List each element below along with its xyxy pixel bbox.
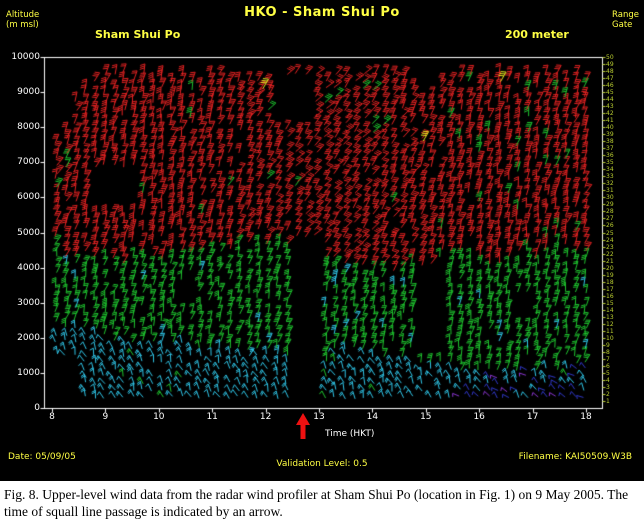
axis-tick-label: 8 xyxy=(606,348,610,356)
axis-tick-label: 41 xyxy=(606,117,614,125)
wind-barb-canvas xyxy=(0,0,644,481)
axis-tick-label: 7000 xyxy=(17,157,40,168)
axis-tick-label: 9000 xyxy=(17,87,40,98)
axis-tick-label: 12 xyxy=(259,412,272,422)
axis-tick-label: 23 xyxy=(606,243,614,251)
axis-tick-label: 13 xyxy=(606,313,614,321)
axis-tick-label: 10 xyxy=(606,334,614,342)
station-label: Sham Shui Po xyxy=(95,28,181,41)
axis-tick-label: 18 xyxy=(580,412,592,422)
panel-title: HKO - Sham Shui Po xyxy=(244,5,400,20)
axis-tick-label: 43 xyxy=(606,103,614,111)
axis-tick-label: 8 xyxy=(49,412,55,422)
axis-tick-label: 32 xyxy=(606,180,614,188)
axis-tick-label: 0 xyxy=(34,403,40,413)
axis-tick-label: 33 xyxy=(606,173,614,181)
axis-tick-label: 42 xyxy=(606,110,614,118)
axis-tick-label: 28 xyxy=(606,208,614,216)
axis-tick-label: 2000 xyxy=(17,332,40,343)
axis-tick-label: 5000 xyxy=(17,227,40,238)
axis-tick-label: 27 xyxy=(606,215,614,223)
axis-tick-label: 40 xyxy=(606,124,614,132)
axis-tick-label: 11 xyxy=(206,412,218,422)
altitude-axis-title: Altitude (m msl) xyxy=(6,10,39,30)
axis-tick-label: 29 xyxy=(606,201,614,209)
axis-tick-label: 16 xyxy=(473,412,485,422)
axis-tick-label: 15 xyxy=(606,299,614,307)
squall-arrow xyxy=(295,413,311,441)
axis-tick-label: 50 xyxy=(606,54,614,61)
axis-tick-label: 4000 xyxy=(17,262,40,273)
range-gate-axis-title-line1: Range xyxy=(612,10,639,20)
axis-tick-label: 6 xyxy=(606,362,610,370)
axis-tick-label: 35 xyxy=(606,159,614,167)
axis-tick-label: 44 xyxy=(606,96,614,104)
axis-tick-label: 6000 xyxy=(17,192,40,203)
axis-tick-label: 46 xyxy=(606,82,614,90)
altitude-axis-title-line2: (m msl) xyxy=(6,20,39,30)
axis-tick-label: 3000 xyxy=(17,297,40,308)
axis-tick-label: 20 xyxy=(606,264,614,272)
axis-tick-label: 25 xyxy=(606,229,614,237)
axis-tick-label: 48 xyxy=(606,68,614,76)
axis-tick-label: 16 xyxy=(606,292,614,300)
axis-tick-label: 1 xyxy=(606,397,610,405)
axis-tick-label: 5 xyxy=(606,369,610,377)
axis-tick-label: 19 xyxy=(606,271,614,279)
axis-tick-label: 21 xyxy=(606,257,614,265)
range-gate-axis-title: Range Gate xyxy=(612,10,639,30)
axis-tick-label: 11 xyxy=(606,327,614,335)
axis-tick-label: 9 xyxy=(606,341,610,349)
axis-tick-label: 34 xyxy=(606,166,614,174)
axis-tick-label: 10 xyxy=(153,412,165,422)
axis-tick-label: 26 xyxy=(606,222,614,230)
axis-tick-label: 17 xyxy=(606,285,614,293)
axis-tick-label: 49 xyxy=(606,61,614,69)
axis-tick-label: 3 xyxy=(606,383,610,391)
axis-tick-label: 7 xyxy=(606,355,610,363)
axis-tick-label: 18 xyxy=(606,278,614,286)
up-arrow-icon xyxy=(295,413,310,439)
axis-tick-label: 24 xyxy=(606,236,614,244)
axis-tick-label: 39 xyxy=(606,131,614,139)
range-gate-axis-title-line2: Gate xyxy=(612,20,633,30)
radar-panel: HKO - Sham Shui Po Altitude (m msl) Rang… xyxy=(0,0,644,481)
axis-tick-label: 15 xyxy=(420,412,432,422)
axis-tick-label: 37 xyxy=(606,145,614,153)
altitude-axis-title-line1: Altitude xyxy=(6,10,40,20)
axis-tick-label: 14 xyxy=(366,412,379,422)
axis-tick-label: 14 xyxy=(606,306,614,314)
axis-tick-label: 45 xyxy=(606,89,614,97)
footer-date: Date: 05/09/05 xyxy=(8,452,76,462)
axis-tick-label: 47 xyxy=(606,75,614,83)
axis-tick-label: 12 xyxy=(606,320,614,328)
footer-validation: Validation Level: 0.5 xyxy=(276,459,368,469)
axis-tick-label: 22 xyxy=(606,250,614,258)
axis-tick-label: 1000 xyxy=(17,367,40,378)
axis-tick-label: 13 xyxy=(313,412,325,422)
axis-tick-label: 9 xyxy=(102,412,109,422)
x-axis-title: Time (HKT) xyxy=(325,429,375,439)
axis-tick-label: 8000 xyxy=(17,122,40,133)
figure-caption: Fig. 8. Upper-level wind data from the r… xyxy=(0,481,644,523)
axis-tick-label: 31 xyxy=(606,187,614,195)
axis-tick-label: 38 xyxy=(606,138,614,146)
axis-tick-label: 4 xyxy=(606,376,610,384)
axis-tick-label: 36 xyxy=(606,152,614,160)
footer-filename: Filename: KAI50509.W3B xyxy=(518,452,632,462)
axis-tick-label: 2 xyxy=(606,390,610,398)
resolution-label: 200 meter xyxy=(505,28,569,41)
axis-tick-label: 30 xyxy=(606,194,614,202)
axis-tick-label: 17 xyxy=(526,412,539,422)
axis-tick-label: 10000 xyxy=(11,52,40,62)
